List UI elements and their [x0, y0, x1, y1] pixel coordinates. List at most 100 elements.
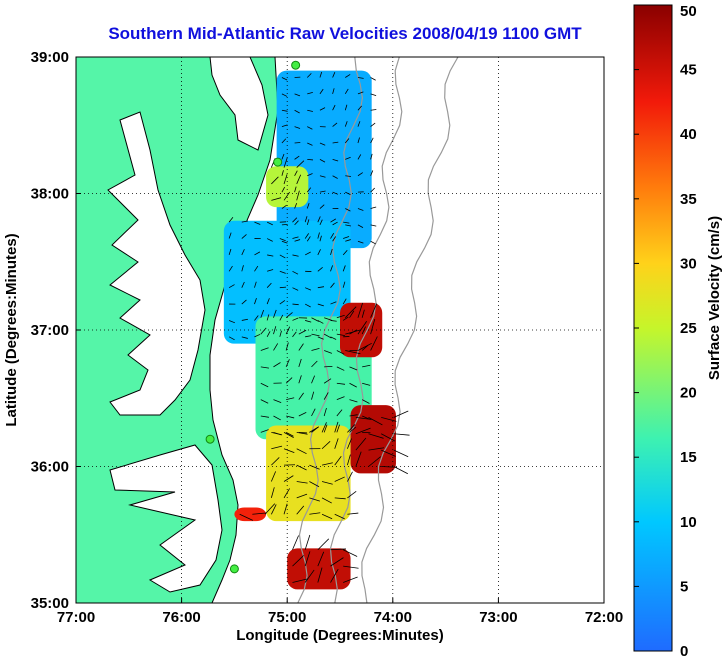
chart-title: Southern Mid-Atlantic Raw Velocities 200…	[108, 24, 582, 43]
vector-arrow	[393, 410, 409, 418]
delaware-bay	[209, 57, 269, 151]
vector-arrow	[330, 248, 333, 256]
vector-arrow	[294, 142, 301, 144]
vector-arrow	[336, 424, 340, 433]
vector-arrow	[292, 535, 299, 550]
vector-arrow	[334, 421, 339, 433]
x-tick-label: 74:00	[374, 609, 412, 626]
vector-arrow	[254, 265, 259, 272]
vector-arrow	[292, 317, 299, 321]
vector-arrow	[347, 471, 353, 482]
vector-arrow	[317, 249, 321, 256]
vector-arrow	[279, 314, 284, 321]
colorbar-tick-label: 35	[680, 191, 697, 208]
vector-arrow	[309, 481, 320, 488]
vector-arrow	[334, 513, 345, 520]
vector-arrow	[349, 366, 358, 371]
vector-arrow	[319, 88, 324, 95]
vector-arrow	[357, 105, 363, 111]
colorbar-tick-label: 50	[680, 3, 697, 20]
vector-arrow	[296, 505, 305, 515]
vector-arrow	[271, 197, 282, 201]
radar-stations	[205, 60, 301, 574]
vector-arrow	[361, 309, 365, 318]
vector-arrow	[252, 512, 267, 515]
vector-arrow	[393, 449, 409, 458]
vector-arrow	[267, 269, 274, 272]
vector-arrow	[330, 282, 335, 288]
vector-arrow	[281, 170, 284, 176]
vector-arrow	[292, 555, 304, 567]
vector-arrow	[323, 378, 332, 384]
vector-arrow	[270, 471, 277, 482]
vector-arrow	[306, 202, 310, 209]
vector-arrow	[334, 497, 346, 500]
vector-arrow	[254, 281, 257, 288]
colorbar-label: Surface Velocity (cm/s)	[706, 216, 723, 380]
vector-arrow	[330, 218, 337, 223]
vector-arrow	[317, 216, 321, 223]
grid-lines	[76, 57, 604, 603]
vector-arrow	[307, 173, 313, 177]
vector-arrow	[304, 569, 315, 583]
vector-arrow	[319, 142, 326, 146]
vector-arrow	[241, 234, 247, 239]
bathymetry-contour	[361, 57, 459, 603]
vector-arrow	[311, 375, 316, 384]
vector-arrow	[281, 93, 288, 97]
vector-arrow	[228, 232, 232, 239]
vector-arrow	[344, 306, 357, 318]
colorbar	[633, 4, 673, 652]
vector-arrow	[321, 481, 333, 485]
vector-arrow	[319, 235, 322, 242]
vector-arrow	[273, 326, 277, 335]
vector-arrow	[254, 315, 259, 321]
vector-arrow	[228, 336, 235, 341]
x-tick-label: 72:00	[585, 609, 623, 626]
vector-arrow	[349, 310, 355, 318]
vector-arrow	[296, 464, 307, 471]
vector-arrow	[319, 71, 323, 78]
colorbar-tick-label: 5	[680, 578, 688, 595]
vector-arrow	[357, 154, 362, 160]
radar-station-marker	[273, 157, 283, 167]
vector-arrow	[343, 565, 359, 569]
vector-arrow	[362, 415, 370, 420]
vector-arrow	[321, 497, 332, 504]
vector-arrow	[281, 186, 286, 193]
vector-arrow	[283, 157, 288, 168]
x-tick-label: 75:00	[268, 609, 306, 626]
vector-arrow	[349, 399, 358, 403]
vector-arrow	[292, 236, 299, 239]
vector-arrow	[330, 301, 337, 305]
current-vectors	[228, 71, 410, 583]
vector-arrow	[304, 303, 311, 308]
vector-arrow	[347, 424, 356, 433]
vector-arrow	[279, 270, 286, 274]
vector-arrow	[330, 557, 344, 567]
vector-arrow	[241, 265, 244, 272]
vector-arrow	[296, 493, 308, 499]
chesapeake-bay	[107, 111, 206, 416]
vector-arrow	[254, 333, 261, 338]
vector-arrow	[357, 342, 372, 351]
vector-arrow	[319, 219, 323, 226]
vector-arrow	[281, 124, 288, 127]
vector-arrow	[273, 399, 282, 403]
vector-arrow	[292, 578, 308, 583]
vector-arrow	[336, 409, 343, 417]
vector-arrow	[393, 433, 410, 436]
vector-arrow	[298, 358, 302, 367]
vector-arrow	[271, 445, 283, 450]
vector-arrow	[241, 281, 245, 288]
vector-arrow	[319, 190, 326, 193]
vector-arrow	[370, 109, 377, 111]
vector-arrow	[292, 270, 299, 275]
vector-arrow	[292, 217, 298, 223]
vector-arrow	[336, 382, 346, 385]
colorbar-tick-label: 15	[680, 449, 697, 466]
vector-arrow	[306, 219, 310, 226]
velocity-region	[223, 220, 351, 344]
vector-arrow	[228, 320, 236, 324]
vector-arrow	[342, 281, 346, 288]
